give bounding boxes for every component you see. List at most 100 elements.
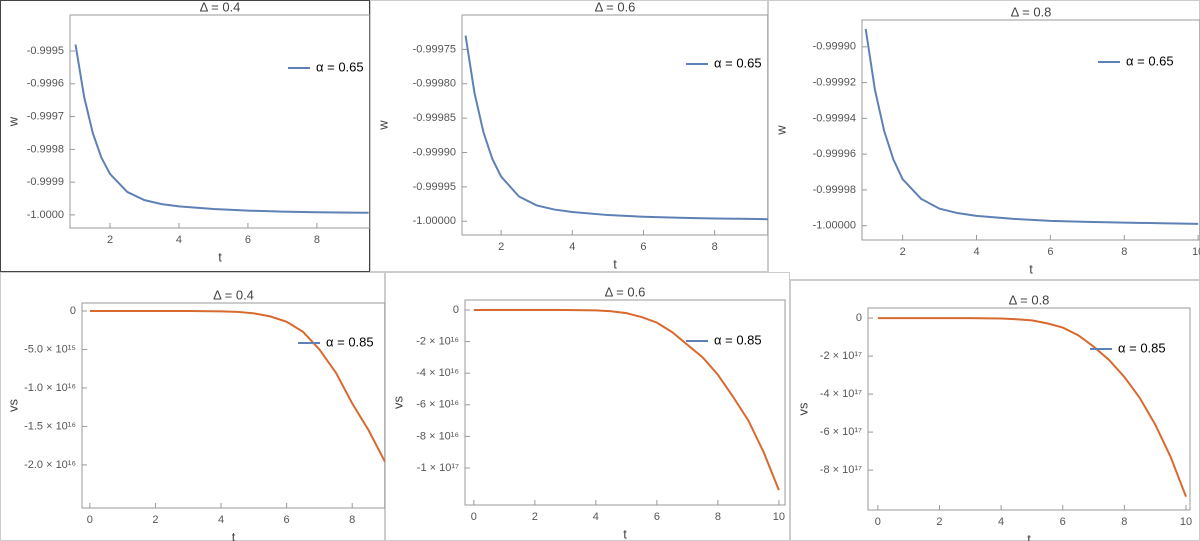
x-tick-label: 2	[107, 234, 113, 246]
x-tick-label: 6	[1047, 246, 1053, 258]
y-tick-label: -0.99998	[813, 184, 856, 196]
x-tick-label: 0	[471, 511, 477, 523]
panel-border	[790, 280, 1200, 541]
y-tick-label: -1.0 × 10¹⁶	[24, 382, 76, 394]
x-tick-label: 0	[87, 514, 93, 526]
x-tick-label: 8	[349, 514, 355, 526]
series-line	[464, 35, 768, 221]
x-tick-label: 4	[998, 516, 1004, 528]
legend-label: α = 0.85	[714, 332, 762, 347]
x-axis-label: t	[232, 529, 236, 541]
y-tick-label: -1.00000	[813, 220, 856, 232]
x-tick-label: 6	[1060, 516, 1066, 528]
x-tick-label: 4	[569, 241, 575, 253]
x-tick-label: 6	[654, 511, 660, 523]
x-tick-label: 6	[245, 234, 251, 246]
chart-title: Δ = 0.4	[200, 0, 241, 14]
y-tick-label: -1.00000	[413, 215, 456, 227]
y-tick-label: -1 × 10¹⁷	[417, 462, 459, 474]
y-tick-label: -4 × 10¹⁶	[416, 367, 459, 379]
y-tick-label: -0.99990	[813, 41, 856, 53]
y-tick-label: -8 × 10¹⁷	[820, 464, 862, 476]
plot-panel: 2 4 6 8 -0.9995 -0.9996 -0.9997 -0.9998 -0.9999 -…	[0, 0, 370, 272]
y-tick-label: -6 × 10¹⁷	[820, 426, 862, 438]
y-axis-label: w	[375, 120, 390, 131]
y-tick-label: -4 × 10¹⁷	[820, 388, 862, 400]
y-axis-label: vs	[5, 399, 20, 413]
chart-title: Δ = 0.6	[595, 0, 636, 14]
y-tick-label: -2.0 × 10¹⁶	[24, 459, 76, 471]
x-axis-label: t	[1029, 261, 1033, 276]
series-line	[74, 44, 369, 214]
legend-label: α = 0.65	[316, 59, 364, 74]
series-line	[89, 310, 385, 463]
legend-label: α = 0.65	[1126, 53, 1174, 68]
y-tick-label: -0.99980	[413, 78, 456, 90]
y-axis-label: vs	[390, 396, 405, 410]
x-axis-label: t	[1027, 531, 1031, 541]
x-tick-label: 2	[498, 241, 504, 253]
x-tick-label: 8	[715, 511, 721, 523]
y-tick-label: -0.99990	[413, 146, 456, 158]
legend-label: α = 0.65	[714, 55, 762, 70]
x-tick-label: 10	[1192, 246, 1200, 258]
y-tick-label: 0	[70, 305, 76, 317]
y-tick-label: -0.9998	[27, 143, 64, 155]
plot-panel: 0 2 4 6 8 0 -5.0 × 10¹⁵ -1.0 × 10¹⁶ -1.5 × 10¹⁶ -…	[0, 272, 385, 541]
x-tick-label: 2	[936, 516, 942, 528]
x-tick-label: 10	[773, 511, 785, 523]
y-tick-label: -0.9995	[27, 45, 64, 57]
y-tick-label: -6 × 10¹⁶	[416, 399, 459, 411]
x-tick-label: 4	[176, 234, 182, 246]
y-tick-label: -0.99985	[413, 112, 456, 124]
x-axis-label: t	[623, 526, 627, 541]
legend-label: α = 0.85	[326, 334, 374, 349]
plot-frame	[861, 19, 1200, 241]
panel-border	[370, 0, 768, 272]
x-tick-label: 6	[284, 514, 290, 526]
x-tick-label: 0	[875, 516, 881, 528]
y-tick-label: -0.9996	[27, 78, 64, 90]
y-tick-label: -5.0 × 10¹⁵	[24, 343, 76, 355]
x-tick-label: 2	[900, 246, 906, 258]
y-tick-label: -2 × 10¹⁷	[820, 350, 862, 362]
y-axis-label: w	[5, 116, 20, 127]
y-tick-label: -0.9997	[27, 110, 64, 122]
x-tick-label: 4	[593, 511, 599, 523]
chart-title: Δ = 0.8	[1009, 292, 1050, 307]
x-tick-label: 4	[218, 514, 224, 526]
y-tick-label: -0.99995	[413, 181, 456, 193]
chart-title: Δ = 0.8	[1011, 4, 1052, 19]
x-tick-label: 8	[314, 234, 320, 246]
plot-frame	[464, 299, 786, 506]
plot-frame	[867, 307, 1191, 511]
x-tick-label: 8	[1121, 516, 1127, 528]
y-tick-label: -0.99994	[813, 112, 856, 124]
series-line	[473, 308, 780, 491]
panel-border	[0, 272, 385, 541]
y-axis-label: vs	[795, 402, 810, 416]
x-tick-label: 2	[532, 511, 538, 523]
panel-border	[0, 0, 370, 272]
y-tick-label: -0.99992	[813, 77, 856, 89]
series-line	[864, 28, 1199, 225]
y-tick-label: 0	[856, 312, 862, 324]
y-tick-label: -0.9999	[27, 176, 64, 188]
x-tick-label: 8	[1121, 246, 1127, 258]
plot-panel: 2 4 6 8 -0.99975 -0.99980 -0.99985 -0.99990 -0.9…	[370, 0, 768, 272]
y-tick-label: -0.99996	[813, 148, 856, 160]
y-tick-label: -1.5 × 10¹⁶	[24, 420, 76, 432]
x-tick-label: 8	[712, 241, 718, 253]
y-tick-label: -1.0000	[27, 209, 64, 221]
chart-title: Δ = 0.6	[605, 284, 646, 299]
x-tick-label: 6	[640, 241, 646, 253]
plot-panel: 2 4 6 8 10 -0.99990 -0.99992 -0.99994 -0.99996 -0…	[768, 0, 1200, 280]
x-tick-label: 4	[973, 246, 979, 258]
chart-title: Δ = 0.4	[213, 287, 254, 302]
x-tick-label: 10	[1180, 516, 1192, 528]
plot-frame	[69, 14, 370, 229]
legend-label: α = 0.85	[1118, 340, 1166, 355]
x-axis-label: t	[218, 249, 222, 264]
y-tick-label: -8 × 10¹⁶	[416, 430, 459, 442]
